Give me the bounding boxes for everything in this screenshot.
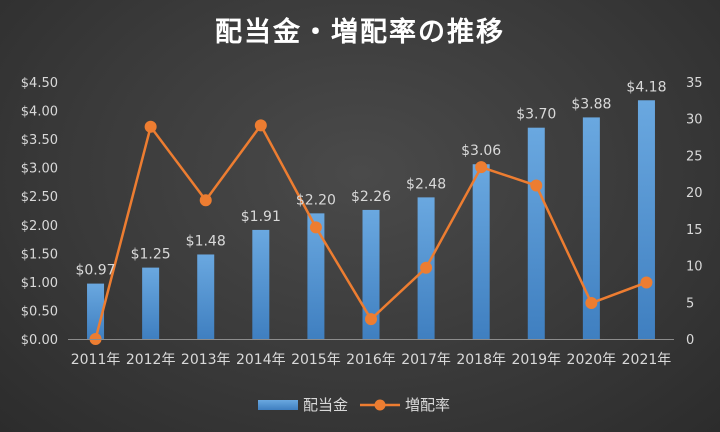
right-axis-tick-label: 15	[686, 223, 703, 238]
bar	[637, 100, 655, 339]
x-axis-tick-label: 2012年	[126, 352, 176, 368]
x-axis-tick-label: 2018年	[456, 352, 506, 368]
right-axis-tick-label: 35	[686, 76, 703, 91]
left-axis-ticks: $0.00 $0.50 $1.00 $1.50 $2.00 $2.50 $3.00 $3.50…	[21, 76, 58, 348]
bar-data-label: $3.06	[461, 143, 501, 159]
left-axis-tick-label: $3.00	[21, 162, 58, 177]
bar	[582, 117, 600, 339]
x-axis-tick-label: 2015年	[291, 352, 341, 368]
growth-rate-point	[640, 276, 653, 289]
left-axis-tick-label: $2.50	[21, 190, 58, 205]
right-axis-ticks: 0 5 10 15 20 25 30 35	[686, 76, 703, 348]
legend-bar-label: 配当金	[303, 396, 348, 414]
x-axis-tick-label: 2016年	[346, 352, 396, 368]
right-axis-tick-label: 10	[686, 260, 703, 275]
left-axis-tick-label: $0.50	[21, 304, 58, 319]
bar-data-label: $3.88	[571, 96, 611, 112]
x-axis: 2011年 2012年 2013年 2014年 2015年 2016年 2017年 2018年…	[68, 339, 674, 368]
bar-data-label: $1.91	[241, 209, 281, 225]
bar-data-labels: $0.97 $1.25 $1.48 $1.91 $2.20 $2.26 $2.48 $3.06…	[75, 79, 666, 278]
x-axis-tick-label: 2017年	[401, 352, 451, 368]
legend-bar-swatch	[258, 400, 298, 410]
left-axis-tick-label: $4.50	[21, 76, 58, 91]
x-axis-tick-label: 2011年	[71, 352, 121, 368]
left-axis-tick-label: $3.50	[21, 133, 58, 148]
bar	[142, 267, 160, 339]
bar	[252, 229, 270, 339]
x-axis-tick-label: 2013年	[181, 352, 231, 368]
bar-data-label: $4.18	[626, 79, 666, 95]
growth-rate-point	[309, 221, 322, 234]
bar-series-dividend	[87, 100, 655, 339]
x-axis-tick-label: 2019年	[511, 352, 561, 368]
bar	[307, 213, 325, 339]
bar-data-label: $2.20	[296, 192, 336, 208]
growth-rate-point	[365, 313, 377, 326]
chart-title: 配当金・増配率の推移	[215, 17, 505, 48]
right-axis-tick-label: 0	[686, 333, 694, 348]
left-axis-tick-label: $2.00	[21, 219, 58, 234]
bar-data-label: $2.26	[351, 189, 391, 205]
bar	[362, 209, 380, 339]
x-axis-tick-label: 2014年	[236, 352, 286, 368]
left-axis-tick-label: $1.00	[21, 276, 58, 291]
right-axis-tick-label: 30	[686, 113, 703, 128]
growth-rate-point	[420, 261, 433, 274]
legend-line-label: 増配率	[405, 396, 450, 414]
growth-rate-point	[475, 161, 488, 174]
x-axis-tick-label: 2021年	[622, 352, 672, 368]
legend: 配当金 増配率	[258, 396, 450, 414]
growth-rate-point	[530, 179, 543, 192]
right-axis-tick-label: 20	[686, 186, 703, 201]
bar-data-label: $1.25	[131, 247, 171, 263]
bar-data-label: $2.48	[406, 176, 446, 192]
bar	[472, 164, 490, 339]
bar-data-label: $1.48	[186, 233, 226, 249]
growth-rate-point	[144, 120, 157, 133]
right-axis-tick-label: 25	[686, 149, 703, 164]
bar	[197, 254, 215, 339]
legend-line-marker	[374, 399, 386, 411]
bar-data-label: $3.70	[516, 107, 556, 123]
bar	[527, 127, 545, 339]
left-axis-tick-label: $1.50	[21, 247, 58, 262]
growth-rate-point	[199, 194, 212, 207]
x-axis-tick-label: 2020年	[567, 352, 617, 368]
left-axis-tick-label: $4.00	[21, 105, 58, 120]
growth-rate-point	[585, 297, 598, 310]
bar-data-label: $0.97	[75, 263, 115, 279]
right-axis-tick-label: 5	[686, 296, 694, 311]
left-axis-tick-label: $0.00	[21, 333, 58, 348]
growth-rate-point	[254, 119, 267, 132]
